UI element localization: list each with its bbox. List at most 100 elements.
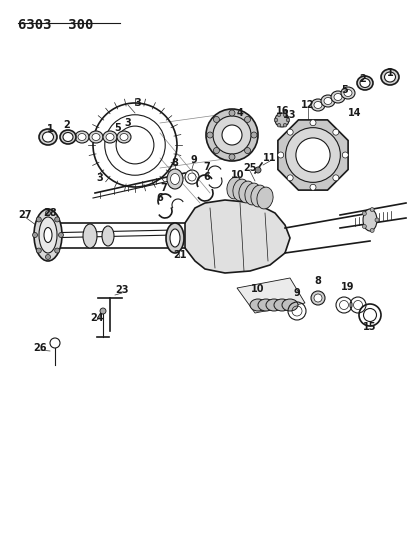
Text: 10: 10 (231, 170, 244, 180)
Text: 11: 11 (263, 153, 276, 163)
Ellipse shape (166, 169, 182, 189)
Ellipse shape (106, 133, 114, 141)
Ellipse shape (249, 299, 265, 311)
Text: 14: 14 (347, 108, 361, 118)
Circle shape (100, 308, 106, 314)
Ellipse shape (310, 99, 324, 111)
Ellipse shape (274, 113, 288, 127)
Ellipse shape (265, 299, 281, 311)
Text: 8: 8 (314, 276, 321, 286)
Circle shape (213, 116, 219, 123)
Text: 3: 3 (97, 173, 103, 183)
Circle shape (276, 113, 280, 117)
Circle shape (283, 124, 286, 127)
Text: 15: 15 (362, 322, 376, 332)
Text: 25: 25 (243, 163, 256, 173)
Text: 4: 4 (236, 108, 243, 118)
Ellipse shape (39, 129, 57, 145)
Text: 7: 7 (203, 162, 210, 172)
Circle shape (207, 132, 213, 138)
Text: 3: 3 (134, 98, 141, 108)
Text: 6303  300: 6303 300 (18, 18, 93, 32)
Ellipse shape (340, 87, 354, 99)
Circle shape (342, 152, 348, 158)
Ellipse shape (257, 299, 273, 311)
Ellipse shape (273, 299, 289, 311)
Text: 6: 6 (156, 193, 163, 203)
Circle shape (309, 120, 315, 126)
Circle shape (36, 217, 41, 222)
Ellipse shape (44, 228, 52, 243)
Circle shape (332, 175, 338, 181)
Ellipse shape (359, 78, 369, 87)
Ellipse shape (226, 177, 243, 199)
Ellipse shape (117, 131, 131, 143)
Circle shape (285, 127, 339, 182)
Ellipse shape (244, 183, 261, 205)
Text: 28: 28 (43, 208, 57, 218)
Circle shape (254, 167, 261, 173)
Text: 27: 27 (18, 210, 31, 220)
Ellipse shape (380, 69, 398, 85)
Text: 24: 24 (90, 313, 103, 323)
Text: 2: 2 (359, 74, 366, 84)
Circle shape (369, 207, 373, 212)
Ellipse shape (89, 131, 103, 143)
Text: 3: 3 (124, 118, 131, 128)
Circle shape (250, 132, 256, 138)
Ellipse shape (39, 217, 57, 253)
Text: 5: 5 (341, 85, 348, 95)
Text: 9: 9 (293, 288, 300, 298)
Ellipse shape (232, 179, 249, 201)
Polygon shape (184, 200, 289, 273)
Text: 19: 19 (340, 282, 354, 292)
Circle shape (362, 212, 366, 215)
Ellipse shape (43, 132, 53, 142)
Ellipse shape (63, 133, 73, 141)
Text: 1: 1 (386, 68, 392, 78)
Ellipse shape (313, 294, 321, 302)
Ellipse shape (356, 76, 372, 90)
Text: 26: 26 (33, 343, 47, 353)
Circle shape (332, 129, 338, 135)
Circle shape (213, 148, 219, 154)
Ellipse shape (221, 125, 241, 145)
Text: 1: 1 (47, 124, 53, 134)
Text: 5: 5 (115, 123, 121, 133)
Text: 23: 23 (115, 285, 128, 295)
Ellipse shape (75, 131, 89, 143)
Text: 16: 16 (276, 106, 289, 116)
Circle shape (309, 184, 315, 190)
Ellipse shape (323, 98, 331, 104)
Polygon shape (277, 120, 347, 190)
Circle shape (277, 152, 283, 158)
Ellipse shape (60, 130, 76, 144)
Ellipse shape (78, 133, 86, 141)
Circle shape (285, 118, 289, 122)
Text: 12: 12 (301, 100, 314, 110)
Polygon shape (236, 278, 304, 313)
Text: 8: 8 (171, 158, 178, 168)
Circle shape (54, 217, 60, 222)
Ellipse shape (103, 131, 117, 143)
Ellipse shape (343, 90, 351, 96)
Circle shape (276, 124, 280, 127)
Circle shape (295, 138, 329, 172)
Ellipse shape (281, 299, 297, 311)
Circle shape (362, 224, 366, 229)
Text: 13: 13 (283, 110, 296, 120)
Circle shape (369, 229, 373, 232)
Circle shape (286, 175, 292, 181)
Ellipse shape (256, 187, 272, 209)
Circle shape (54, 248, 60, 253)
Text: 2: 2 (63, 120, 70, 130)
Circle shape (45, 211, 50, 215)
Ellipse shape (333, 93, 341, 101)
Ellipse shape (250, 185, 266, 207)
Circle shape (283, 113, 286, 117)
Ellipse shape (330, 91, 344, 103)
Ellipse shape (170, 229, 180, 247)
Circle shape (374, 218, 378, 222)
Ellipse shape (102, 226, 114, 246)
Text: 6: 6 (203, 172, 210, 182)
